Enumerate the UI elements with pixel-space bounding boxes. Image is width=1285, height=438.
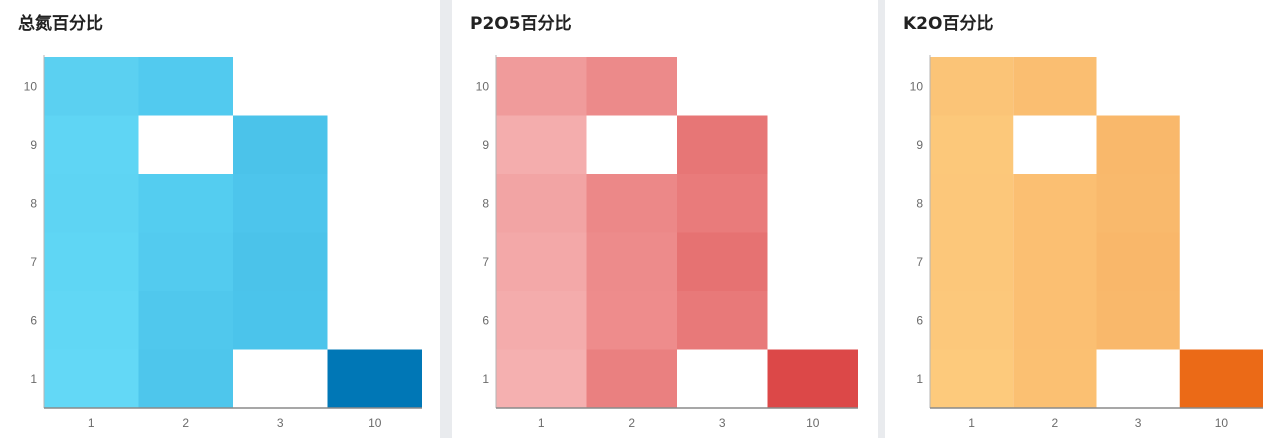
heatmap-cell-10-1 [767, 349, 858, 408]
heatmap-cell-2-1 [586, 349, 677, 408]
heatmap-cell-3-8 [677, 174, 768, 233]
heatmap-chart: 1 6 7 8 9 10 1 2 3 10 [24, 55, 422, 430]
heatmap-cell-3-6 [1096, 291, 1180, 350]
x-tick-label: 2 [1052, 416, 1059, 430]
x-tick-label: 1 [88, 416, 95, 430]
heatmap-cell-3-7 [1096, 232, 1180, 291]
heatmap-cell-2-10 [586, 57, 677, 116]
heatmap-cell-2-1 [1013, 349, 1097, 408]
heatmap-cell-1-7 [930, 232, 1014, 291]
heatmap-cell-3-7 [233, 232, 328, 291]
heatmap-cell-1-8 [496, 174, 587, 233]
chart-title: P2O5百分比 [470, 14, 572, 34]
heatmap-cell-2-7 [1013, 232, 1097, 291]
y-tick-label: 6 [30, 313, 37, 327]
heatmap-cell-3-8 [233, 174, 328, 233]
heatmap-cell-1-1 [496, 349, 587, 408]
heatmap-cell-2-8 [586, 174, 677, 233]
x-tick-label: 3 [719, 416, 726, 430]
y-tick-label: 10 [476, 79, 490, 93]
heatmap-cell-10-1 [1179, 349, 1263, 408]
heatmap-cell-1-8 [44, 174, 139, 233]
heatmap-cell-3-6 [233, 291, 328, 350]
heatmap-cell-1-10 [496, 57, 587, 116]
heatmap-cell-2-6 [138, 291, 233, 350]
y-tick-label: 9 [482, 138, 489, 152]
chart-title: K2O百分比 [903, 14, 994, 34]
chart-title: 总氮百分比 [18, 14, 103, 34]
y-tick-label: 10 [24, 79, 38, 93]
heatmap-cell-1-8 [930, 174, 1014, 233]
chart-panel-p2o5: P2O5百分比 1 6 7 8 9 10 1 2 3 10 [452, 0, 878, 438]
x-tick-label: 10 [1215, 416, 1229, 430]
heatmap-cell-1-6 [44, 291, 139, 350]
heatmap-cell-2-10 [138, 57, 233, 116]
x-tick-label: 10 [806, 416, 820, 430]
heatmap-chart: 1 6 7 8 9 10 1 2 3 10 [476, 55, 858, 430]
heatmap-cell-1-6 [496, 291, 587, 350]
y-tick-label: 9 [30, 138, 37, 152]
heatmap-cell-2-6 [586, 291, 677, 350]
heatmap-cell-1-7 [44, 232, 139, 291]
y-tick-label: 8 [916, 196, 923, 210]
chart-panel-total-nitrogen: 总氮百分比 1 6 7 8 9 10 1 2 3 10 [0, 0, 440, 438]
heatmap-cell-10-1 [327, 349, 422, 408]
y-tick-label: 1 [482, 372, 489, 386]
x-tick-label: 2 [628, 416, 635, 430]
x-tick-label: 1 [538, 416, 545, 430]
y-tick-label: 8 [30, 196, 37, 210]
heatmap-cell-1-6 [930, 291, 1014, 350]
x-tick-label: 2 [182, 416, 189, 430]
heatmap-cell-2-7 [586, 232, 677, 291]
y-tick-label: 6 [916, 313, 923, 327]
heatmap-cell-3-9 [233, 115, 328, 174]
heatmap-cell-2-8 [1013, 174, 1097, 233]
heatmap-cell-2-7 [138, 232, 233, 291]
y-tick-label: 7 [30, 255, 37, 269]
y-tick-label: 1 [916, 372, 923, 386]
y-tick-label: 10 [910, 79, 924, 93]
heatmap-cell-1-7 [496, 232, 587, 291]
heatmap-cell-2-1 [138, 349, 233, 408]
heatmap-cell-1-1 [44, 349, 139, 408]
x-tick-label: 3 [1135, 416, 1142, 430]
heatmap-cell-1-10 [44, 57, 139, 116]
heatmap-cell-3-6 [677, 291, 768, 350]
heatmap-cell-3-9 [677, 115, 768, 174]
y-tick-label: 7 [916, 255, 923, 269]
x-tick-label: 1 [968, 416, 975, 430]
heatmap-cell-3-7 [677, 232, 768, 291]
heatmap-cell-2-8 [138, 174, 233, 233]
y-tick-label: 6 [482, 313, 489, 327]
y-tick-label: 1 [30, 372, 37, 386]
heatmap-cell-1-9 [44, 115, 139, 174]
heatmap-cell-3-9 [1096, 115, 1180, 174]
y-tick-label: 9 [916, 138, 923, 152]
chart-panel-k2o: K2O百分比 1 6 7 8 9 10 1 2 3 10 [885, 0, 1285, 438]
heatmap-cell-1-9 [930, 115, 1014, 174]
x-tick-label: 3 [277, 416, 284, 430]
y-tick-label: 8 [482, 196, 489, 210]
y-tick-label: 7 [482, 255, 489, 269]
heatmap-cell-2-10 [1013, 57, 1097, 116]
heatmap-cell-1-10 [930, 57, 1014, 116]
heatmap-cell-2-6 [1013, 291, 1097, 350]
heatmap-chart: 1 6 7 8 9 10 1 2 3 10 [910, 55, 1263, 430]
x-tick-label: 10 [368, 416, 382, 430]
heatmap-cell-1-9 [496, 115, 587, 174]
heatmap-cell-3-8 [1096, 174, 1180, 233]
heatmap-cell-1-1 [930, 349, 1014, 408]
